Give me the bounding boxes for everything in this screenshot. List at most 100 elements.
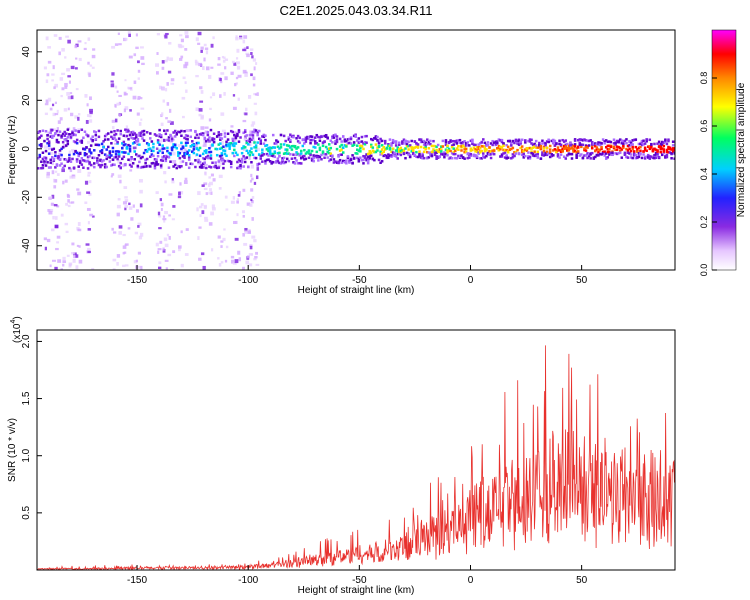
spectrogram-cell [237,140,241,143]
spectrogram-cell [194,144,198,149]
spectrogram-cell [362,147,365,151]
spectrogram-cell [178,156,182,160]
spectrogram-cell [128,163,132,167]
spectrogram-cell [217,131,221,134]
spectrogram-cell [54,166,57,169]
spectrogram-cell [172,160,177,164]
spectrogram-cell [363,140,367,144]
spectrogram-cell [438,155,441,158]
spectrogram-cell [186,150,189,154]
spectrogram-cell [65,35,69,38]
spectrogram-cell [47,131,51,135]
spectrogram-cell [208,155,212,158]
spectrogram-cell [413,146,417,149]
spectrogram-cell [64,222,69,226]
spectrogram-cell [357,141,361,144]
spectrogram-cell [489,142,493,145]
spectrogram-cell [401,149,404,152]
spectrogram-cell [107,154,110,158]
spectrogram-cell [225,140,228,144]
spectrogram-cell [379,140,382,143]
spectrogram-cell [253,128,256,132]
spectrogram-cell [544,143,547,147]
spectrogram-cell [418,150,421,153]
spectrogram-cell [489,156,493,160]
spectrogram-cell [116,129,119,132]
spectrogram-cell [317,159,320,162]
colorbar-tick-label: 0.0 [699,264,709,277]
spectrogram-cell [172,250,176,254]
spectrogram-cell [167,151,171,155]
spectrogram-cell [489,150,493,153]
spectrogram-cell [531,154,535,157]
spectrogram-cell [298,153,301,156]
spectrogram-cell [180,263,184,268]
spectrogram-cell [539,157,543,160]
spectrogram-cell [44,103,49,106]
spectrogram-cell [142,133,146,136]
spectrogram-cell [168,193,173,196]
spectrogram-cell [159,164,163,167]
spectrogram-cell [603,140,606,143]
spectrogram-cell [527,139,530,143]
spectrogram-cell [379,153,382,156]
spectrogram-cell [179,160,183,164]
spectrogram-cell [622,144,625,148]
spectrogram-cell [63,134,66,137]
colorbar-gradient [711,29,737,271]
spectrogram-cell [559,148,563,152]
spectrogram-cell [224,58,229,61]
spectrogram-cell [161,87,165,91]
spectrogram-cell [138,121,142,126]
spectrogram-cell [53,203,58,207]
spectrogram-cell [575,147,578,150]
spectrogram-cell [123,108,127,113]
spectrogram-cell [84,201,88,204]
spectrogram-cell [56,173,60,176]
spectrogram-cell [155,242,159,247]
spectrogram-cell [72,252,77,256]
spectrogram-cell [197,160,200,164]
spectrogram-cell [199,100,204,103]
spectrogram-cell [284,139,287,143]
spectrogram-cell [232,106,237,110]
spectrogram-cell [307,156,311,160]
spectrogram-cell [178,165,182,168]
spectrogram-cell [450,145,454,149]
spectrogram-cell [485,144,488,147]
spectrogram-cell [113,136,116,140]
spectrogram-cell [218,160,223,164]
spectrogram-cell [52,259,56,262]
spectrogram-cell [124,264,129,267]
spectrogram-cell [500,146,504,149]
spectrogram-cell [179,190,184,195]
spectrogram-cell [122,163,125,168]
spectrogram-cell [313,146,317,149]
spectrogram-cell [249,245,253,250]
spectrogram-cell [222,237,226,242]
spectrogram-cell [222,162,225,165]
spectrogram-cell [70,65,75,70]
spectrogram-cell [491,151,494,155]
spectrogram-cell [112,231,117,234]
spectrogram-cell [435,155,438,158]
spectrogram-cell [198,62,202,67]
spectrogram-cell [388,138,392,141]
spectrogram-cell [155,163,158,166]
spectrogram-cell [615,148,619,151]
spectrogram-cell [156,154,160,158]
spectrogram-cell [513,141,516,145]
spectrogram-cell [430,144,434,148]
spectrogram-cell [108,150,112,153]
spectrogram-cell [460,144,463,148]
spectrogram-cell [359,144,362,147]
spectrogram-cell [433,149,437,153]
spectrogram-cell [58,158,62,161]
spectrogram-cell [94,131,98,134]
spectrogram-cell [654,148,658,152]
spectrogram-cell [243,146,247,149]
spectrogram-cell [349,158,353,162]
spectrogram-cell [162,99,165,103]
spectrogram-cell [70,95,74,100]
spectrogram-cell [545,146,549,149]
